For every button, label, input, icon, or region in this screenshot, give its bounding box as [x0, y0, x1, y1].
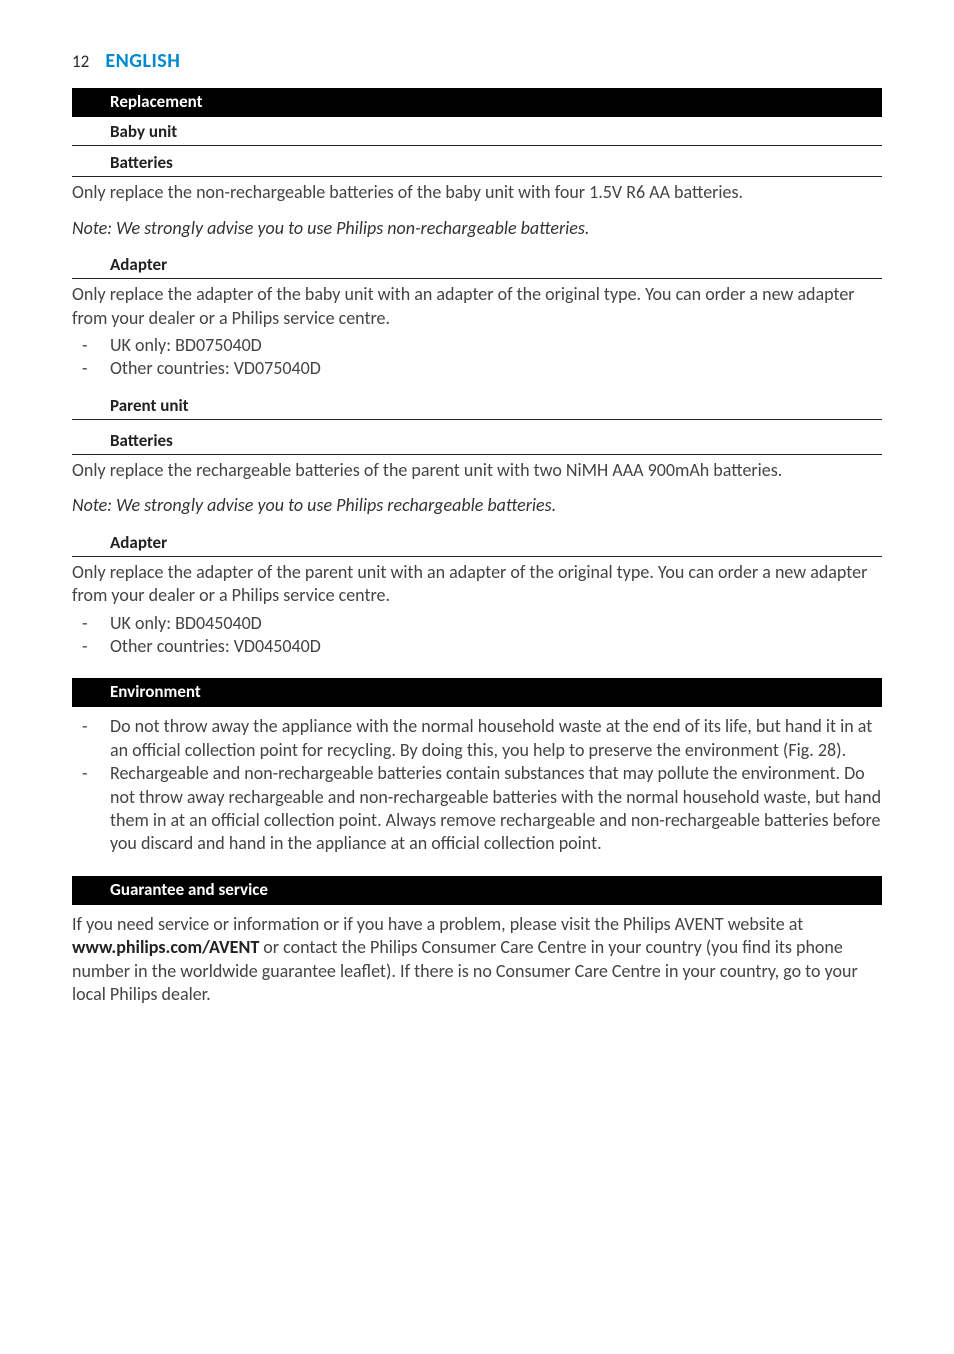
language-label: ENGLISH — [105, 49, 180, 73]
heading-baby-adapter: Adapter — [72, 252, 882, 279]
guarantee-link: www.philips.com/AVENT — [72, 936, 259, 958]
guarantee-pre: If you need service or information or if… — [72, 913, 803, 935]
text-baby-adapter-body: Only replace the adapter of the baby uni… — [72, 283, 882, 334]
subsection-baby-unit-title: Baby unit — [72, 119, 882, 146]
list-item: Other countries: VD075040D — [72, 357, 882, 380]
list-item: Do not throw away the appliance with the… — [72, 715, 882, 762]
heading-baby-batteries: Batteries — [72, 150, 882, 177]
section-environment-title: Environment — [72, 678, 882, 707]
list-parent-adapter: UK only: BD045040D Other countries: VD04… — [72, 612, 882, 663]
list-item: UK only: BD045040D — [72, 612, 882, 635]
list-item: Other countries: VD045040D — [72, 635, 882, 658]
text-parent-batteries-note: Note: We strongly advise you to use Phil… — [72, 486, 882, 521]
text-guarantee-body: If you need service or information or if… — [72, 907, 882, 1007]
page-number: 12 — [72, 51, 89, 72]
text-baby-batteries-note: Note: We strongly advise you to use Phil… — [72, 209, 882, 244]
text-parent-adapter-body: Only replace the adapter of the parent u… — [72, 561, 882, 612]
section-guarantee-title: Guarantee and service — [72, 876, 882, 905]
subsection-parent-unit-title: Parent unit — [72, 393, 882, 420]
page-header: 12 ENGLISH — [72, 48, 882, 74]
section-replacement-title: Replacement — [72, 88, 882, 117]
list-item: Rechargeable and non-rechargeable batter… — [72, 762, 882, 856]
text-parent-batteries-body: Only replace the rechargeable batteries … — [72, 459, 882, 486]
list-baby-adapter: UK only: BD075040D Other countries: VD07… — [72, 334, 882, 385]
heading-parent-adapter: Adapter — [72, 530, 882, 557]
heading-parent-batteries: Batteries — [72, 428, 882, 455]
list-item: UK only: BD075040D — [72, 334, 882, 357]
list-environment: Do not throw away the appliance with the… — [72, 709, 882, 859]
text-baby-batteries-body: Only replace the non-rechargeable batter… — [72, 181, 882, 208]
